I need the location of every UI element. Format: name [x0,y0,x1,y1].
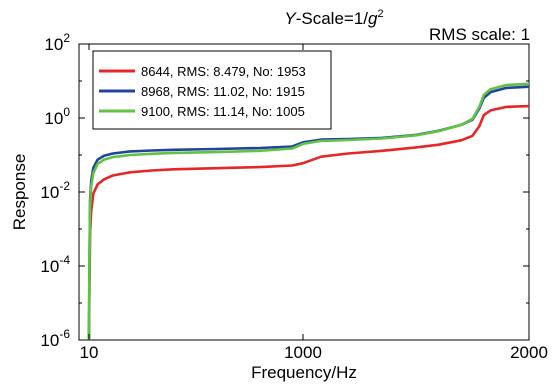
y-tick-base-2: 10 [40,183,59,202]
series-line-2 [87,82,530,341]
series-group [87,82,530,341]
chart-title-var: g [368,9,378,28]
y-axis-label: Response [10,154,29,231]
rms-scale-annotation: RMS scale: 1 [429,25,530,44]
y-tick-exponent-1: 0 [63,105,70,119]
series-line-0 [87,104,530,341]
chart-title: Y-Scale=1/g2 [284,8,383,28]
chart-title-mid: -Scale=1/ [296,9,369,28]
x-tick-label-10: 10 [80,343,99,362]
y-tick-label-0: 102 [44,31,70,54]
y-tick-label-3: 10-4 [40,253,70,276]
chart-title-exp: 2 [377,8,383,20]
y-tick-base-1: 10 [44,109,63,128]
x-tick-label-2000: 2000 [510,343,548,362]
chart-title-prefix: Y [284,9,297,28]
y-tick-base-3: 10 [40,257,59,276]
x-axis-label: Frequency/Hz [251,363,357,382]
y-tick-label-1: 100 [44,105,70,128]
y-tick-label-4: 10-6 [40,327,70,350]
legend-label-1: 8968, RMS: 11.02, No: 1915 [141,84,305,99]
y-tick-label-2: 10-2 [40,179,70,202]
y-tick-exponent-2: -2 [59,179,70,193]
y-tick-exponent-4: -6 [59,327,70,341]
legend-label-2: 9100, RMS: 11.14, No: 1005 [141,104,305,119]
x-tick-label-1000: 1000 [284,343,322,362]
legend: 8644, RMS: 8.479, No: 1953 8968, RMS: 11… [92,50,332,130]
legend-label-0: 8644, RMS: 8.479, No: 1953 [141,64,306,79]
y-tick-base-4: 10 [40,331,59,350]
tick-group [79,43,530,341]
y-tick-exponent-0: 2 [63,31,70,45]
y-tick-base-0: 10 [44,35,63,54]
y-tick-exponent-3: -4 [59,253,70,267]
